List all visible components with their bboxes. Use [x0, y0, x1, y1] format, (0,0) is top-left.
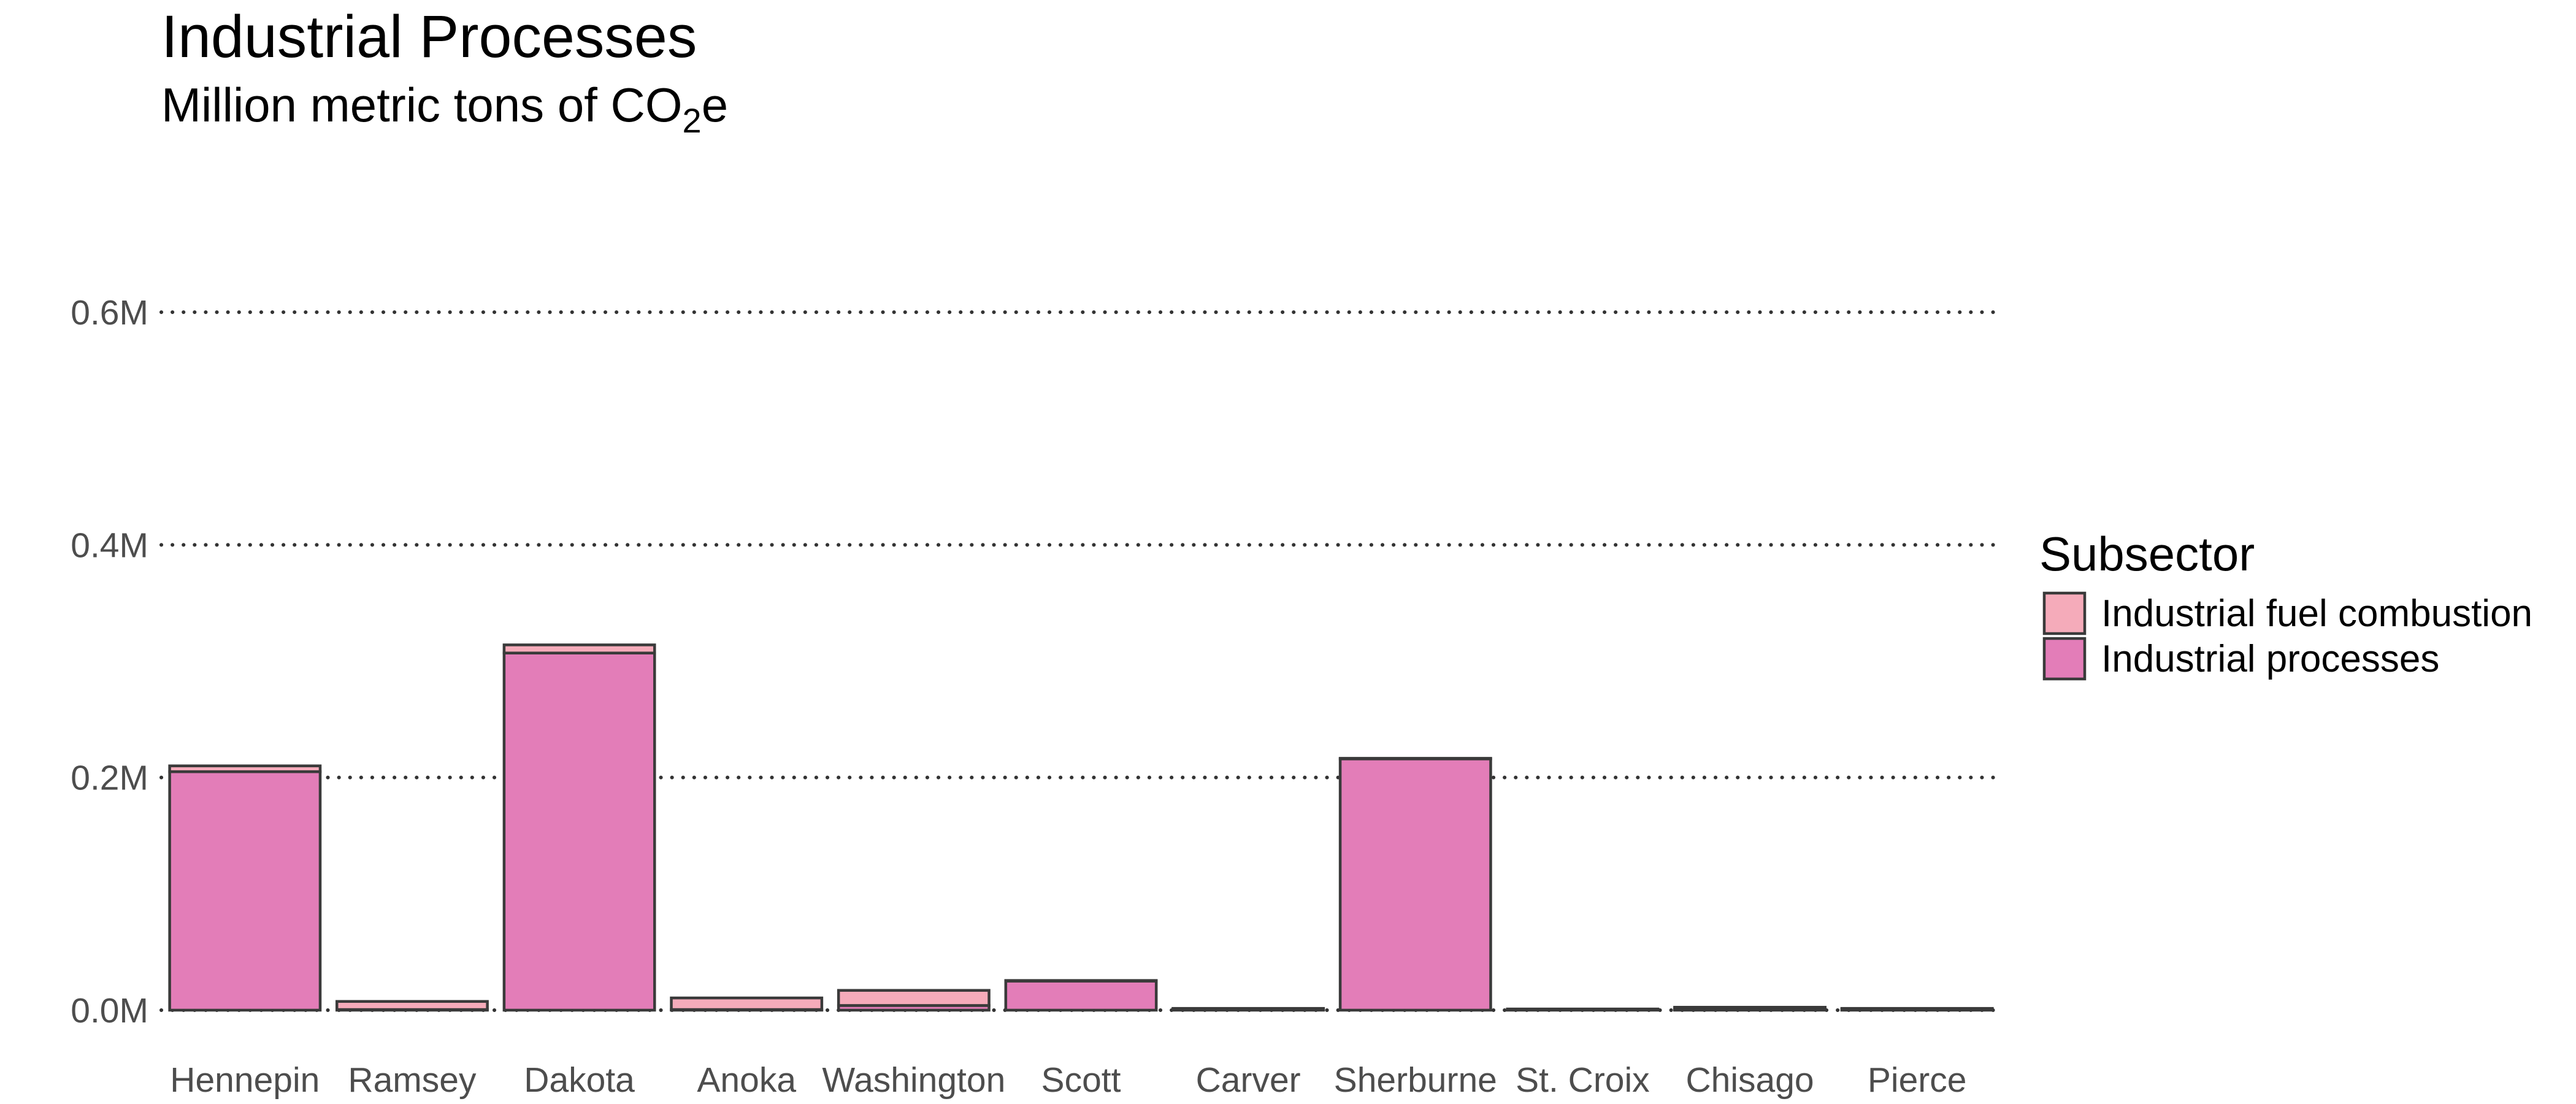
- subtitle-prefix: Million metric tons of CO: [161, 78, 683, 132]
- bar-segment: [335, 1000, 489, 1011]
- x-tick-label: Scott: [1041, 1060, 1121, 1100]
- legend-title: Subsector: [2039, 527, 2255, 581]
- subtitle-subscript: 2: [683, 101, 702, 140]
- bar-segment: [1338, 757, 1492, 761]
- bar-segment: [1506, 1007, 1660, 1011]
- y-tick-label: 0.0M: [71, 991, 148, 1030]
- x-tick-label: Carver: [1196, 1060, 1301, 1100]
- legend: Subsector Industrial fuel combustionIndu…: [2039, 527, 2532, 681]
- x-tick-label: Anoka: [697, 1060, 796, 1100]
- x-tick-label: Washington: [822, 1060, 1005, 1100]
- bar-segment: [1338, 757, 1492, 1012]
- legend-swatch: [2042, 591, 2087, 635]
- legend-label: Industrial processes: [2101, 638, 2439, 680]
- bar-segment: [168, 770, 322, 1012]
- x-tick-label: St. Croix: [1516, 1060, 1650, 1100]
- bar-segment: [837, 989, 991, 1007]
- bar-segment: [1171, 1006, 1325, 1011]
- bar-segment: [502, 643, 656, 654]
- chart-subtitle: Million metric tons of CO2e: [161, 78, 728, 140]
- x-tick-label: Ramsey: [348, 1060, 477, 1100]
- bar-segment: [670, 996, 824, 1011]
- x-tick-label: Dakota: [524, 1060, 635, 1100]
- x-tick-label: Hennepin: [170, 1060, 320, 1100]
- subtitle-suffix: e: [702, 78, 728, 132]
- bar-segment: [168, 764, 322, 773]
- x-axis-ticks: Hennepin Ramsey Dakota Anoka Washington Scott…: [170, 1060, 1966, 1100]
- chart-title: Industrial Processes: [161, 3, 697, 70]
- y-tick-label: 0.2M: [71, 759, 148, 798]
- y-axis-ticks: 0.0M 0.2M 0.4M 0.6M: [71, 293, 148, 1030]
- bar-segment: [502, 651, 656, 1012]
- x-tick-label: Chisago: [1685, 1060, 1814, 1100]
- x-tick-label: Sherburne: [1334, 1060, 1497, 1100]
- legend-label: Industrial fuel combustion: [2101, 592, 2532, 635]
- legend-swatch: [2042, 637, 2087, 681]
- grid-lines: [159, 310, 2003, 1012]
- y-tick-label: 0.4M: [71, 526, 148, 565]
- bar-segment: [1840, 1006, 1994, 1011]
- bar-segment: [1673, 1006, 1827, 1011]
- bar-segment: [1004, 979, 1158, 1012]
- x-tick-label: Pierce: [1868, 1060, 1967, 1100]
- bars: [168, 643, 1994, 1012]
- y-tick-label: 0.6M: [71, 293, 148, 332]
